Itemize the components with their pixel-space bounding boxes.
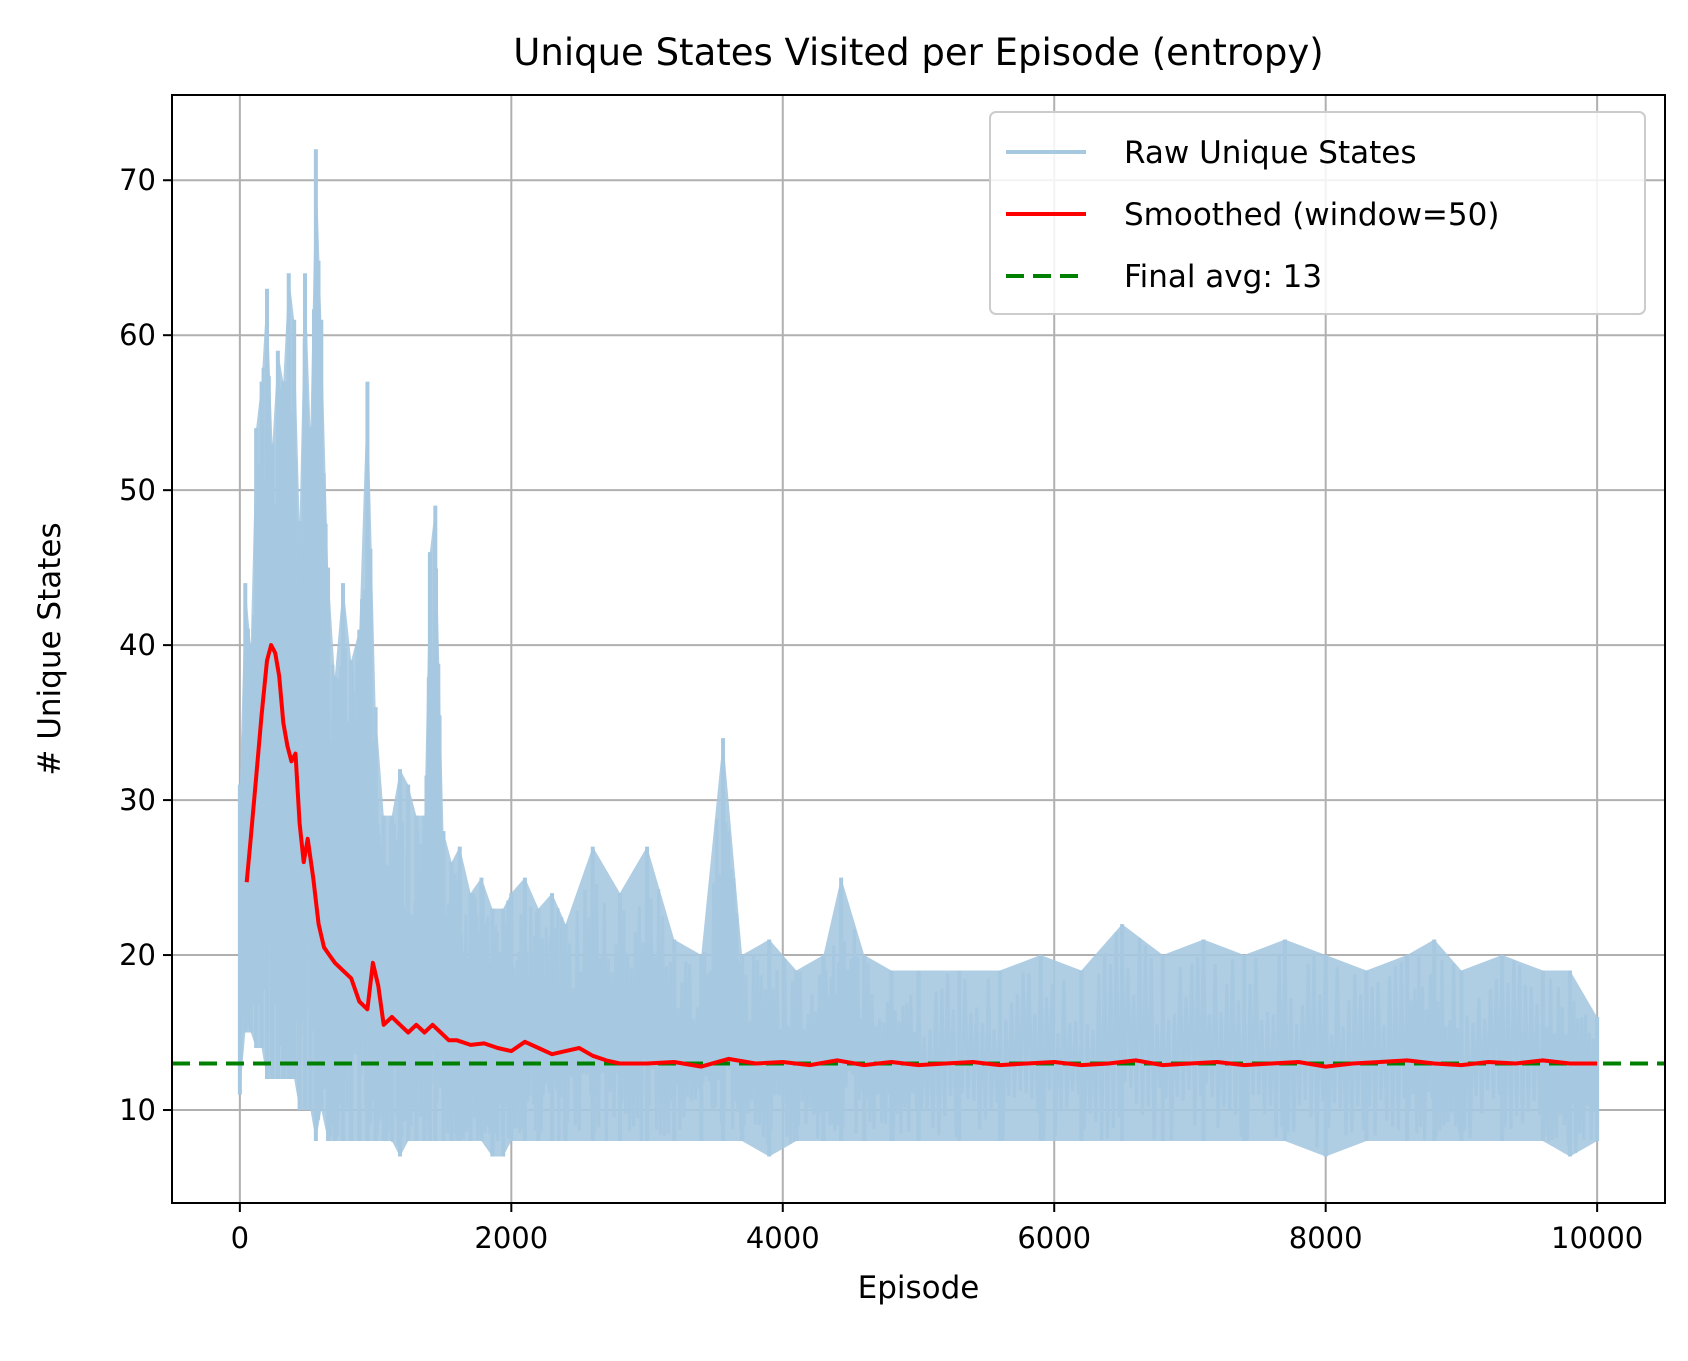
x-tick-label: 10000	[1551, 1221, 1643, 1255]
y-tick-label: 30	[119, 783, 156, 817]
x-tick-label: 6000	[1017, 1221, 1091, 1255]
y-axis-label: # Unique States	[32, 522, 68, 775]
x-tick-label: 8000	[1289, 1221, 1363, 1255]
x-axis-label: Episode	[858, 1270, 980, 1306]
y-tick-label: 40	[119, 628, 156, 662]
ticks: 0 2000 4000 6000 8000 10000 10 20 30 40 50 60 70	[119, 163, 1643, 1255]
y-tick-label: 60	[119, 318, 156, 352]
plot-frame	[171, 94, 1666, 1204]
series-layer	[172, 643, 1665, 1069]
legend-label: Final avg: 13	[1124, 259, 1322, 295]
raw-band	[237, 149, 1600, 1157]
legend-label: Smoothed (window=50)	[1124, 197, 1499, 233]
x-tick-label: 2000	[474, 1221, 548, 1255]
y-tick-label: 10	[119, 1093, 156, 1127]
y-tick-label: 50	[119, 473, 156, 507]
legend-box	[989, 111, 1646, 315]
x-tick-label: 4000	[746, 1221, 820, 1255]
y-tick-label: 70	[119, 163, 156, 197]
legend: Raw Unique States Smoothed (window=50) Fin…	[989, 111, 1646, 315]
x-tick-label: 0	[231, 1221, 249, 1255]
raw-series-envelope	[239, 149, 1598, 1157]
y-tick-label: 20	[119, 938, 156, 972]
legend-label: Raw Unique States	[1124, 135, 1416, 171]
smoothed-series-line	[244, 643, 1598, 1069]
chart-title: Unique States Visited per Episode (entro…	[513, 31, 1323, 74]
